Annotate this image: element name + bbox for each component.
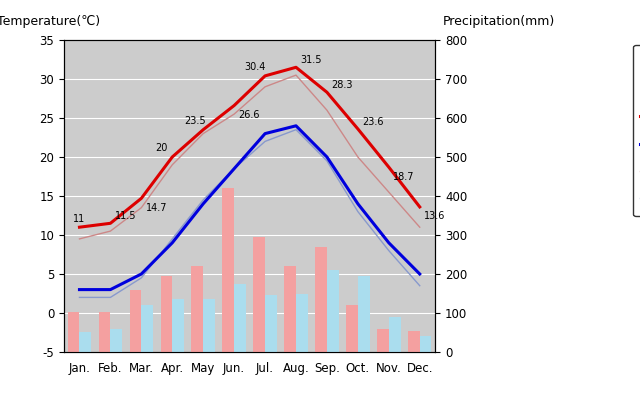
Bar (420, 336, 431, 352)
Bar (377, 329, 388, 352)
Legend: Uwajima
Precipitation, Tokyo
Precipitation, Uwajima
High Temp., Uwajima
Low Temp: Uwajima Precipitation, Tokyo Precipitati… (634, 45, 640, 216)
Bar (296, 294, 308, 352)
Text: 13.6: 13.6 (424, 212, 445, 222)
Bar (284, 266, 296, 352)
Bar (346, 305, 358, 352)
Text: 23.6: 23.6 (362, 117, 383, 127)
Text: 31.5: 31.5 (300, 55, 322, 65)
Bar (79, 332, 92, 352)
Bar (253, 237, 265, 352)
Bar (315, 247, 327, 352)
Bar (388, 317, 401, 352)
Text: 26.6: 26.6 (238, 110, 260, 120)
Bar (204, 299, 215, 352)
Text: 23.5: 23.5 (184, 116, 205, 126)
Bar (99, 312, 110, 352)
Bar (172, 299, 184, 352)
Bar (234, 284, 246, 352)
Bar (129, 290, 141, 352)
Bar (110, 329, 122, 352)
Text: 14.7: 14.7 (145, 203, 167, 213)
Text: Temperature(℃): Temperature(℃) (0, 14, 100, 28)
Text: 18.7: 18.7 (393, 172, 415, 182)
Bar (327, 270, 339, 352)
Text: 11.5: 11.5 (115, 211, 136, 221)
Text: Precipitation(mm): Precipitation(mm) (443, 14, 555, 28)
Bar (408, 330, 420, 352)
Bar (141, 305, 153, 352)
Bar (222, 188, 234, 352)
Bar (191, 266, 203, 352)
Text: 20: 20 (156, 144, 168, 154)
Text: 11: 11 (72, 214, 84, 224)
Bar (68, 312, 79, 352)
Text: 28.3: 28.3 (331, 80, 353, 90)
Bar (358, 276, 370, 352)
Text: 30.4: 30.4 (244, 62, 266, 72)
Bar (161, 276, 172, 352)
Bar (265, 296, 277, 352)
